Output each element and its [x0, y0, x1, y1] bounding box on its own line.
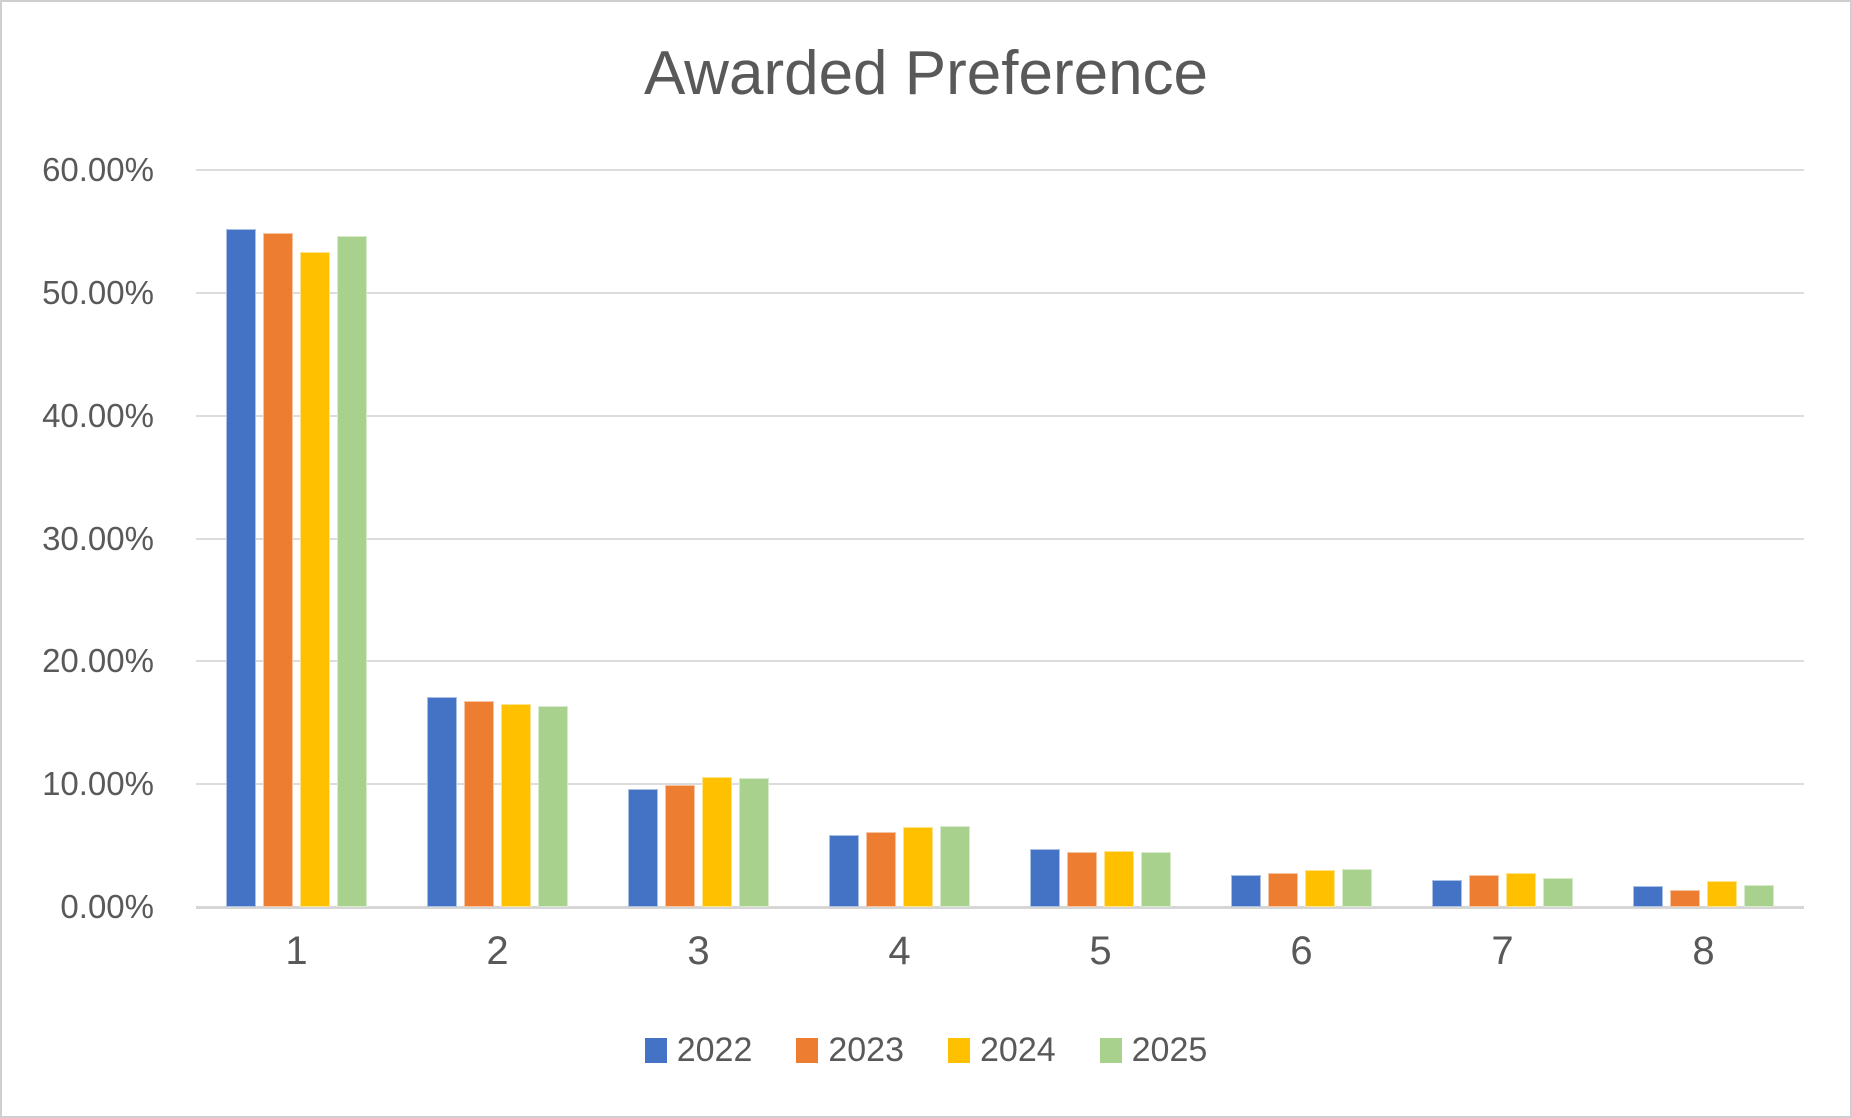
- bar-2023-category-5[interactable]: [1067, 851, 1097, 907]
- gridline-30pct: [196, 537, 1804, 540]
- x-axis-category-label-4: 4: [888, 929, 911, 973]
- bar-2024-category-5[interactable]: [1104, 850, 1134, 907]
- y-axis-tick-label-50pct: 50.00%: [42, 273, 154, 311]
- gridline-10pct: [196, 783, 1804, 786]
- legend-swatch-icon-2024: [948, 1037, 970, 1063]
- legend-item-2023[interactable]: 2023: [796, 1030, 904, 1070]
- bar-group-4: [799, 170, 1000, 907]
- bar-2025-category-6[interactable]: [1342, 868, 1372, 907]
- bar-2022-category-6[interactable]: [1231, 875, 1261, 907]
- bar-2025-category-5[interactable]: [1141, 851, 1171, 907]
- bar-group-8: [1603, 170, 1804, 907]
- bar-group-2: [397, 170, 598, 907]
- bar-2024-category-6[interactable]: [1305, 870, 1335, 907]
- bar-2023-category-8[interactable]: [1670, 889, 1700, 907]
- bar-group-3: [598, 170, 799, 907]
- legend-swatch-icon-2023: [796, 1037, 819, 1063]
- legend-item-2025[interactable]: 2025: [1099, 1030, 1208, 1070]
- bar-group-5: [1000, 170, 1201, 907]
- bar-2023-category-4[interactable]: [866, 832, 896, 907]
- bar-group-6: [1201, 170, 1402, 907]
- bar-2022-category-2[interactable]: [427, 696, 457, 907]
- legend-swatch-icon-2022: [644, 1037, 667, 1063]
- bar-2022-category-7[interactable]: [1432, 879, 1462, 907]
- legend-item-2022[interactable]: 2022: [644, 1030, 753, 1070]
- legend-item-label: 2023: [828, 1031, 904, 1069]
- y-axis-tick-label-40pct: 40.00%: [42, 396, 154, 434]
- gridline-50pct: [196, 291, 1804, 294]
- legend-item-label: 2024: [980, 1031, 1056, 1069]
- y-axis-tick-label-30pct: 30.00%: [42, 519, 154, 557]
- y-axis-tick-label-0pct: 0.00%: [60, 888, 154, 925]
- bar-2022-category-3[interactable]: [628, 789, 658, 907]
- legend: 2022 2023 2024 2025: [2, 1030, 1850, 1070]
- y-axis-tick-label-10pct: 10.00%: [42, 765, 154, 803]
- x-axis-line: [196, 906, 1804, 909]
- x-axis-category-label-5: 5: [1089, 929, 1112, 973]
- bar-2025-category-4[interactable]: [940, 825, 970, 907]
- gridline-60pct: [196, 169, 1804, 171]
- gridline-20pct: [196, 660, 1804, 663]
- bar-2024-category-7[interactable]: [1506, 872, 1536, 907]
- x-axis-category-labels: 1 2 3 4 5 6 7 8: [196, 927, 1804, 975]
- legend-item-label: 2022: [676, 1031, 753, 1069]
- x-axis-category-label-8: 8: [1692, 929, 1715, 973]
- legend-swatch-icon-2025: [1099, 1037, 1122, 1063]
- bar-2025-category-1[interactable]: [337, 236, 367, 907]
- bar-2024-category-1[interactable]: [300, 252, 330, 907]
- x-axis-category-label-3: 3: [687, 929, 710, 973]
- bars-layer: [196, 170, 1804, 907]
- bar-2025-category-7[interactable]: [1543, 877, 1573, 907]
- bar-group-7: [1402, 170, 1603, 907]
- bar-2024-category-8[interactable]: [1707, 881, 1737, 907]
- chart-title: Awarded Preference: [643, 39, 1209, 108]
- bar-2023-category-1[interactable]: [263, 232, 293, 907]
- bar-2024-category-2[interactable]: [501, 704, 531, 907]
- y-axis-tick-label-20pct: 20.00%: [42, 642, 154, 680]
- bar-2024-category-3[interactable]: [702, 776, 732, 907]
- bar-2025-category-2[interactable]: [538, 705, 568, 907]
- bar-2023-category-6[interactable]: [1268, 872, 1298, 907]
- x-axis-category-label-6: 6: [1290, 929, 1313, 973]
- y-axis-tick-label-60pct: 60.00%: [42, 151, 154, 188]
- x-axis-category-label-2: 2: [486, 929, 509, 973]
- bar-2025-category-3[interactable]: [739, 778, 769, 907]
- bar-2022-category-8[interactable]: [1633, 886, 1663, 907]
- bar-2025-category-8[interactable]: [1744, 884, 1774, 907]
- gridline-40pct: [196, 414, 1804, 417]
- bar-2023-category-2[interactable]: [464, 700, 494, 907]
- bar-2024-category-4[interactable]: [903, 827, 933, 907]
- x-axis-category-label-1: 1: [285, 929, 308, 973]
- bar-2023-category-7[interactable]: [1469, 875, 1499, 907]
- bar-2022-category-5[interactable]: [1030, 849, 1060, 907]
- x-axis-category-label-7: 7: [1491, 929, 1514, 973]
- bar-2023-category-3[interactable]: [665, 785, 695, 907]
- legend-item-2024[interactable]: 2024: [948, 1030, 1056, 1070]
- bar-group-1: [196, 170, 397, 907]
- bar-2022-category-1[interactable]: [226, 228, 256, 907]
- plot-area: [196, 169, 1804, 909]
- bar-2022-category-4[interactable]: [829, 834, 859, 907]
- legend-item-label: 2025: [1131, 1031, 1208, 1069]
